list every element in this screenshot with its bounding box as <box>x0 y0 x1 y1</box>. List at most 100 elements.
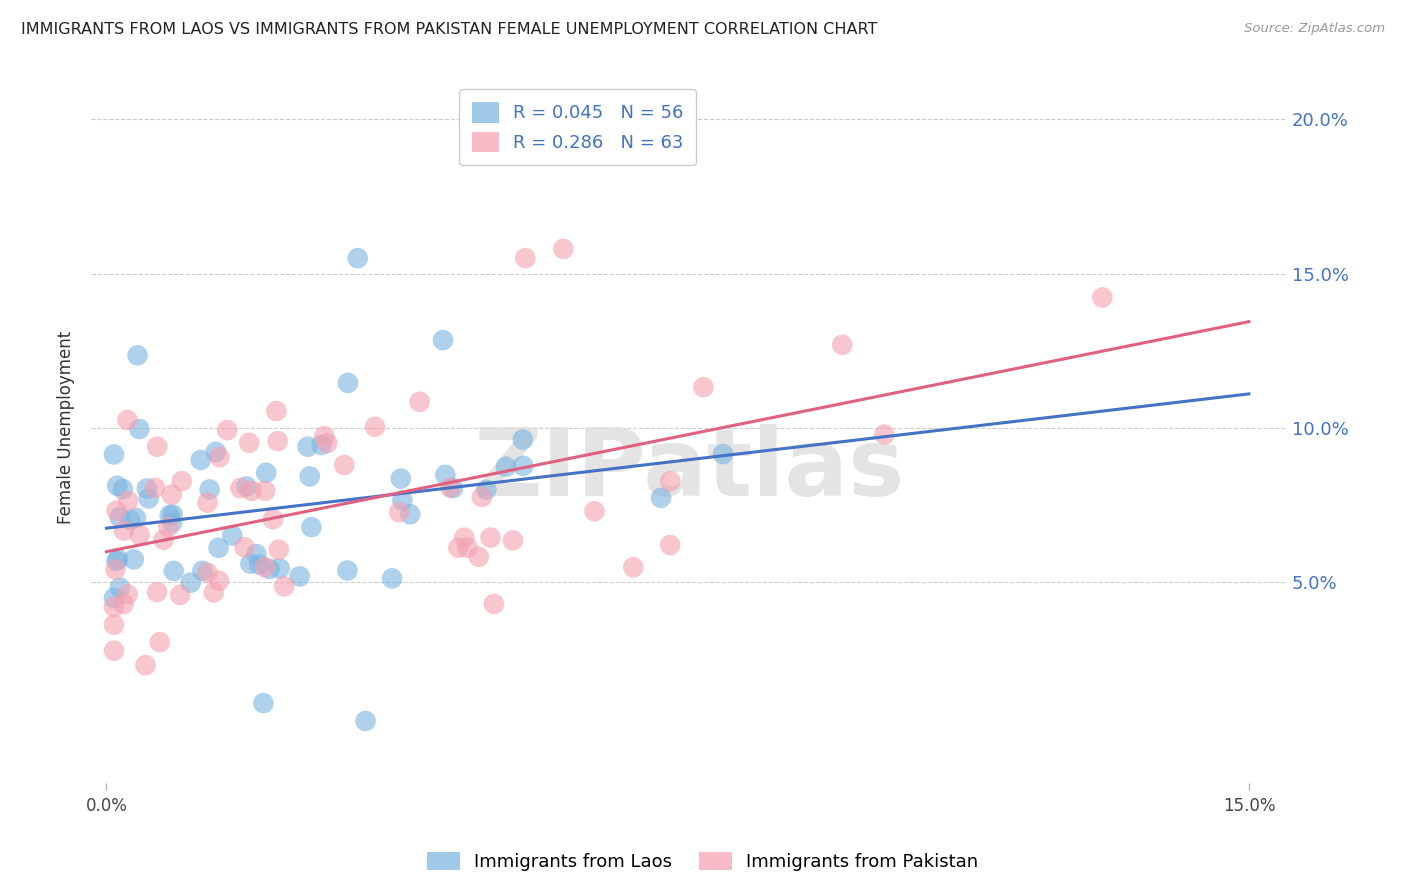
Point <box>103 591 125 605</box>
Point <box>467 549 489 564</box>
Point <box>447 541 470 555</box>
Point <box>311 438 333 452</box>
Point <box>288 569 311 583</box>
Point <box>273 579 295 593</box>
Point <box>112 524 135 538</box>
Point <box>197 496 219 510</box>
Point <box>208 574 231 588</box>
Point <box>107 552 129 566</box>
Point <box>103 448 125 462</box>
Point <box>1091 290 1114 304</box>
Point <box>336 564 359 578</box>
Point <box>512 433 534 447</box>
Point <box>254 466 277 480</box>
Point <box>346 251 368 265</box>
Point <box>245 547 267 561</box>
Point <box>512 458 534 473</box>
Point <box>105 503 128 517</box>
Point <box>354 714 377 728</box>
Point <box>103 644 125 658</box>
Point <box>621 560 644 574</box>
Point <box>650 491 672 505</box>
Point <box>208 450 231 464</box>
Point <box>197 566 219 580</box>
Point <box>134 658 156 673</box>
Point <box>253 560 276 574</box>
Point <box>235 479 257 493</box>
Point <box>267 434 290 449</box>
Point <box>482 597 505 611</box>
Point <box>297 440 319 454</box>
Point <box>104 562 127 576</box>
Point <box>170 474 193 488</box>
Point <box>191 564 214 578</box>
Point <box>238 435 260 450</box>
Text: Source: ZipAtlas.com: Source: ZipAtlas.com <box>1244 22 1385 36</box>
Point <box>434 467 457 482</box>
Point <box>163 564 186 578</box>
Point <box>298 469 321 483</box>
Point <box>479 531 502 545</box>
Point <box>711 447 734 461</box>
Point <box>267 542 290 557</box>
Point <box>149 635 172 649</box>
Point <box>122 552 145 566</box>
Point <box>266 404 288 418</box>
Point <box>515 251 537 265</box>
Point <box>259 562 281 576</box>
Point <box>233 540 256 554</box>
Point <box>143 481 166 495</box>
Point <box>138 491 160 506</box>
Point <box>692 380 714 394</box>
Point <box>221 528 243 542</box>
Point <box>146 585 169 599</box>
Point <box>252 696 274 710</box>
Point <box>125 511 148 525</box>
Point <box>105 554 128 568</box>
Point <box>457 541 479 555</box>
Point <box>160 516 183 530</box>
Point <box>247 558 270 572</box>
Point <box>205 445 228 459</box>
Point <box>254 483 277 498</box>
Point <box>262 512 284 526</box>
Point <box>475 483 498 497</box>
Legend: R = 0.045   N = 56, R = 0.286   N = 63: R = 0.045 N = 56, R = 0.286 N = 63 <box>458 89 696 165</box>
Point <box>388 505 411 519</box>
Point <box>190 453 212 467</box>
Legend: Immigrants from Laos, Immigrants from Pakistan: Immigrants from Laos, Immigrants from Pa… <box>420 845 986 879</box>
Point <box>659 538 682 552</box>
Point <box>157 520 180 534</box>
Point <box>169 588 191 602</box>
Point <box>229 481 252 495</box>
Point <box>117 413 139 427</box>
Point <box>146 440 169 454</box>
Point <box>381 571 404 585</box>
Point <box>127 348 149 362</box>
Point <box>389 472 412 486</box>
Point <box>873 427 896 442</box>
Point <box>659 474 682 488</box>
Point <box>364 419 387 434</box>
Point <box>432 333 454 347</box>
Point <box>495 459 517 474</box>
Point <box>399 508 422 522</box>
Point <box>336 376 359 390</box>
Point <box>152 533 174 547</box>
Point <box>103 599 125 614</box>
Point <box>135 482 157 496</box>
Point <box>314 429 336 443</box>
Point <box>202 585 225 599</box>
Point <box>408 394 430 409</box>
Point <box>105 479 128 493</box>
Point <box>120 513 142 527</box>
Point <box>162 508 184 522</box>
Point <box>553 242 575 256</box>
Point <box>439 481 461 495</box>
Point <box>269 561 291 575</box>
Point <box>299 520 322 534</box>
Point <box>117 494 139 508</box>
Point <box>108 510 131 524</box>
Point <box>180 575 202 590</box>
Point <box>198 483 221 497</box>
